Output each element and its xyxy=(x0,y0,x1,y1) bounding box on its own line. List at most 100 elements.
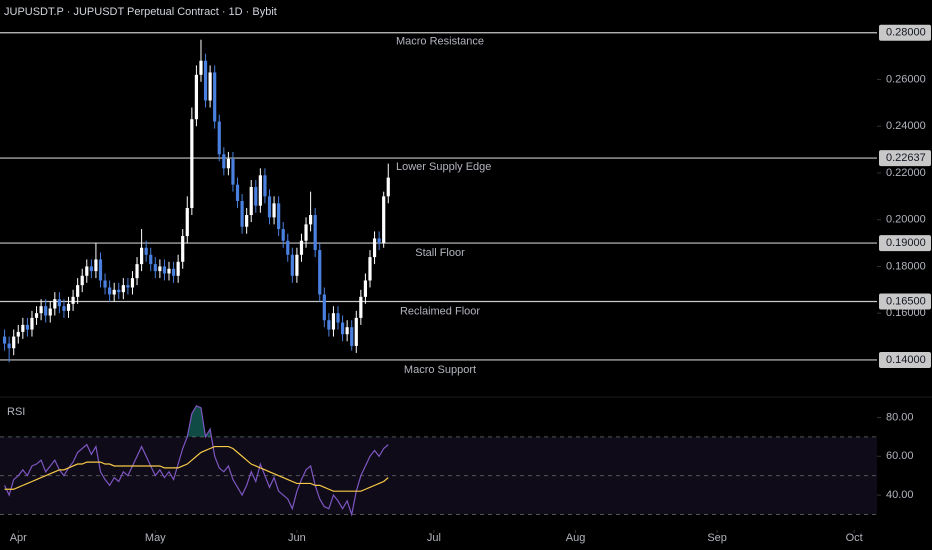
candle-body xyxy=(80,275,84,286)
candle-body xyxy=(263,175,267,197)
candle-body xyxy=(2,336,7,344)
level-price-label: 0.19000 xyxy=(886,237,926,249)
indicator-title: RSI xyxy=(7,406,25,418)
candle-body xyxy=(304,224,308,241)
candle-body xyxy=(94,259,98,272)
candle-body xyxy=(39,306,43,314)
x-tick-label: Sep xyxy=(707,532,727,544)
y-tick-label: 0.24000 xyxy=(886,120,926,132)
candle-body xyxy=(299,240,304,255)
candle-body xyxy=(21,324,25,332)
candle-body xyxy=(309,215,313,225)
level-label: Reclaimed Floor xyxy=(400,305,480,317)
candle-body xyxy=(235,184,240,202)
candle-body xyxy=(71,296,75,304)
rsi-ma-line xyxy=(4,445,389,492)
candle-body xyxy=(66,303,71,311)
y-tick-label: 60.00 xyxy=(886,450,914,462)
candle-body xyxy=(345,327,349,335)
y-tick-label: 0.20000 xyxy=(886,214,926,226)
candle-body xyxy=(149,254,153,265)
candle-body xyxy=(190,119,194,209)
candle-body xyxy=(117,289,121,293)
candle-body xyxy=(245,215,249,227)
candle-body xyxy=(217,121,221,155)
level-price-label: 0.28000 xyxy=(886,27,926,39)
candle-body xyxy=(386,177,390,197)
candle-body xyxy=(254,186,258,206)
candle-body xyxy=(213,72,217,122)
x-tick-label: Aug xyxy=(566,532,586,544)
y-tick-label: 40.00 xyxy=(886,489,914,501)
chart-title: JUPUSDT.P · JUPUSDT Perpetual Contract ·… xyxy=(4,6,277,18)
candle-body xyxy=(382,196,386,244)
candle-body xyxy=(57,299,61,307)
candle-body xyxy=(208,72,212,101)
candle-body xyxy=(16,331,20,337)
overbought-fill xyxy=(187,405,212,437)
candle-body xyxy=(240,201,244,227)
candle-body xyxy=(313,215,317,251)
candle-body xyxy=(199,60,203,75)
candle-body xyxy=(135,264,139,279)
candle-body xyxy=(34,313,39,318)
candle-body xyxy=(290,254,294,276)
level-price-box xyxy=(879,235,931,252)
candle-body xyxy=(336,313,340,323)
candle-body xyxy=(112,289,116,295)
candle-body xyxy=(85,266,89,276)
candle-body xyxy=(144,247,148,255)
candle-body xyxy=(108,287,112,295)
candle-body xyxy=(162,266,167,274)
candle-body xyxy=(318,250,322,295)
candle-body xyxy=(377,238,381,244)
candle-body xyxy=(167,268,171,274)
candle-body xyxy=(359,296,363,318)
candle-body xyxy=(62,306,66,311)
candle-body xyxy=(194,74,199,120)
level-price-box xyxy=(879,150,931,167)
candle-body xyxy=(281,229,285,241)
x-tick-label: May xyxy=(145,532,166,544)
candle-body xyxy=(249,186,253,216)
level-price-box xyxy=(879,351,931,368)
candle-body xyxy=(354,317,358,346)
x-tick-label: Jun xyxy=(288,532,306,544)
x-tick-label: Jul xyxy=(427,532,441,544)
x-tick-label: Oct xyxy=(846,532,863,544)
candle-body xyxy=(231,158,235,185)
candle-body xyxy=(53,299,57,309)
candle-body xyxy=(272,203,276,218)
level-price-label: 0.22637 xyxy=(886,152,926,164)
level-price-box xyxy=(879,293,931,310)
y-tick-label: 80.00 xyxy=(886,411,914,423)
candle-body xyxy=(258,175,262,206)
candle-body xyxy=(7,343,11,349)
candle-body xyxy=(130,278,135,288)
level-price-label: 0.14000 xyxy=(886,354,926,366)
level-price-label: 0.16500 xyxy=(886,295,926,307)
candle-body xyxy=(12,336,16,349)
level-price-box xyxy=(879,24,931,41)
y-tick-label: 0.26000 xyxy=(886,73,926,85)
y-tick-label: 0.18000 xyxy=(886,260,926,272)
candle-body xyxy=(48,308,52,316)
candle-body xyxy=(25,324,30,330)
candle-body xyxy=(295,254,299,276)
candle-body xyxy=(76,285,80,297)
candle-body xyxy=(153,264,157,272)
level-label: Macro Resistance xyxy=(396,36,484,48)
candle-body xyxy=(44,306,48,316)
candle-body xyxy=(222,154,226,169)
candle-body xyxy=(181,236,185,262)
candle-body xyxy=(121,285,125,293)
candle-body xyxy=(322,294,326,321)
level-label: Stall Floor xyxy=(415,247,465,259)
level-label: Lower Supply Edge xyxy=(396,161,491,173)
candle-body xyxy=(203,60,208,101)
candle-body xyxy=(98,259,103,281)
candle-body xyxy=(139,247,144,265)
x-tick-label: Apr xyxy=(10,532,27,544)
candle-body xyxy=(327,320,331,330)
